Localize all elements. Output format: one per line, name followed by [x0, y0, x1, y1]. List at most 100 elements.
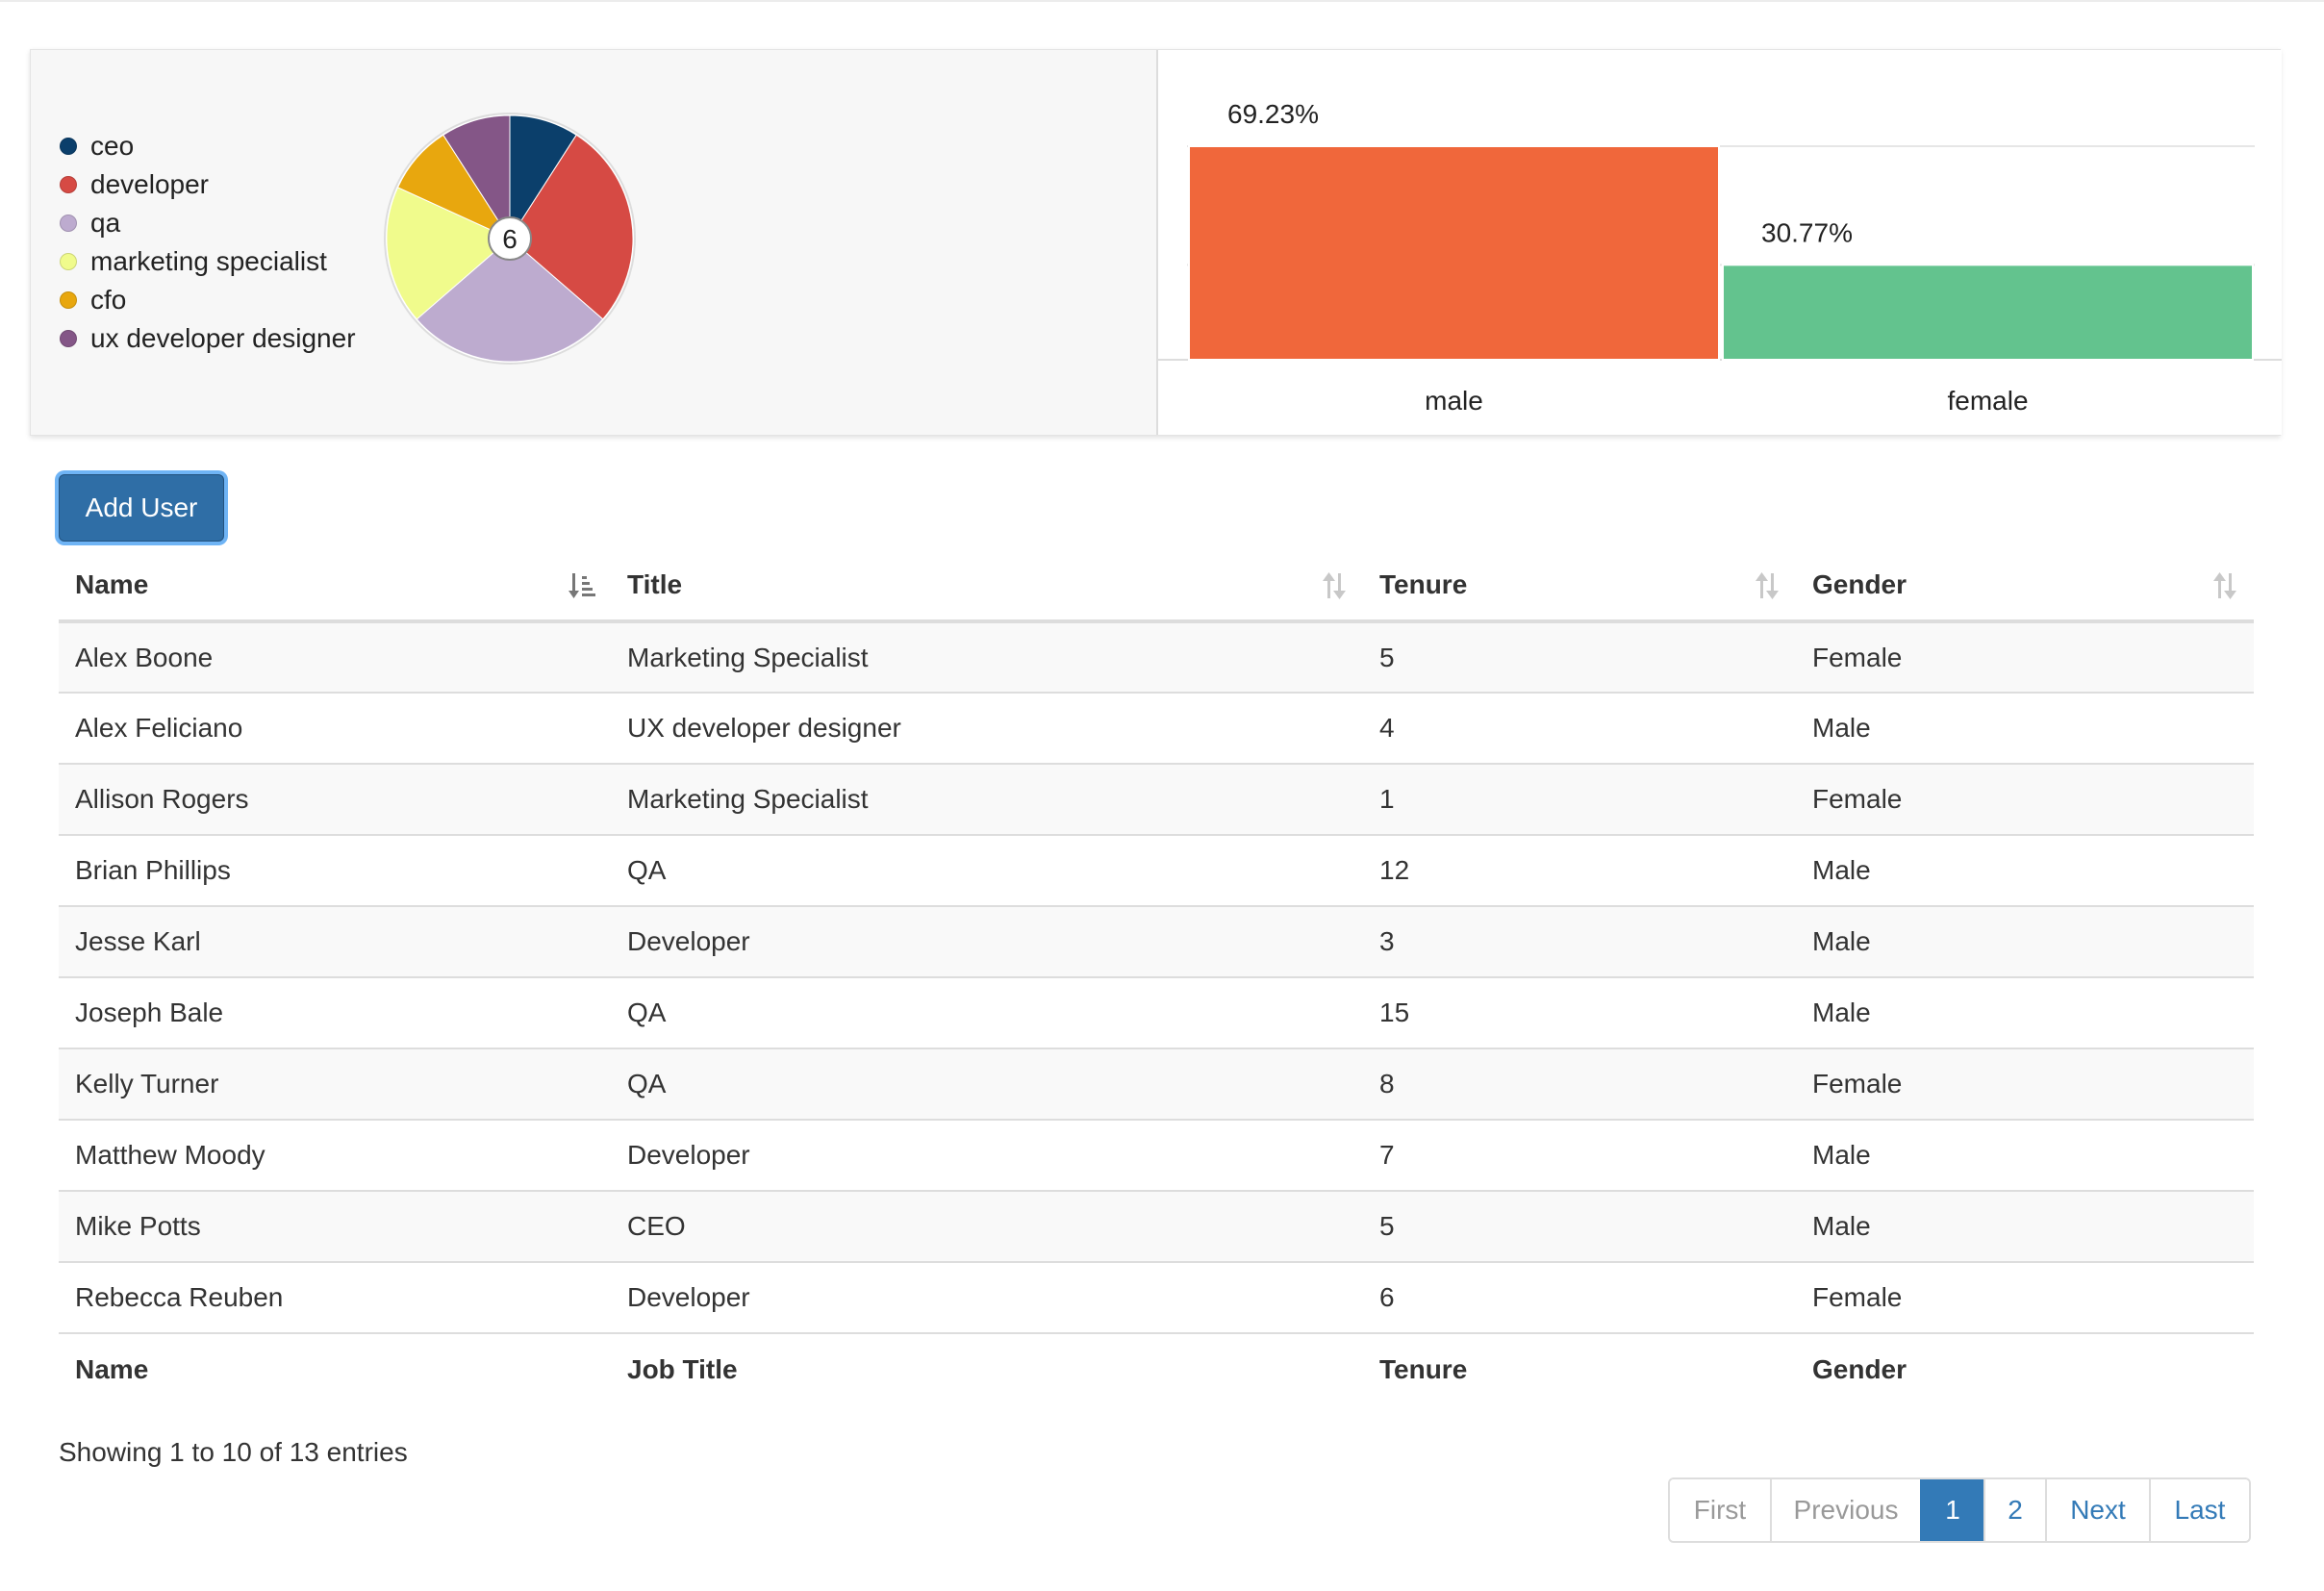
legend-item[interactable]: developer [60, 165, 356, 204]
legend-swatch [60, 138, 77, 155]
legend-item[interactable]: qa [60, 204, 356, 242]
pie-slice-ux-developer-designer[interactable] [442, 114, 511, 240]
column-header-label: Name [75, 569, 149, 599]
legend-label: marketing specialist [90, 246, 327, 276]
table-row[interactable]: Jesse Karl Developer 3 Male [59, 905, 2254, 977]
cell-title: Developer [611, 1119, 1363, 1191]
legend-swatch [60, 253, 77, 270]
column-footer-name: Name [59, 1332, 611, 1404]
column-header-label: Title [627, 569, 683, 599]
table-footer-row: Name Job Title Tenure Gender [59, 1332, 2254, 1404]
sort-both-icon[interactable] [1754, 571, 1781, 600]
cell-tenure: 8 [1363, 1048, 1796, 1120]
pagination-page-2[interactable]: 2 [1983, 1479, 2045, 1541]
legend-swatch [60, 330, 77, 347]
legend-swatch [60, 291, 77, 309]
pagination-last-button[interactable]: Last [2149, 1479, 2249, 1541]
pagination-page-1[interactable]: 1 [1920, 1479, 1983, 1541]
cell-gender: Male [1796, 834, 2254, 906]
add-user-button[interactable]: Add User [59, 474, 224, 542]
cell-gender: Male [1796, 692, 2254, 764]
cell-title: Developer [611, 1261, 1363, 1333]
cell-title: QA [611, 834, 1363, 906]
cell-tenure: 3 [1363, 905, 1796, 977]
pie-slice-marketing-specialist[interactable] [386, 187, 511, 320]
table-row[interactable]: Alex Feliciano UX developer designer 4 M… [59, 692, 2254, 764]
bar-female[interactable] [1722, 264, 2254, 361]
x-tick-label: female [1947, 386, 2028, 416]
top-divider [0, 0, 2324, 2]
x-tick-label: male [1425, 386, 1483, 416]
sort-both-icon[interactable] [2211, 571, 2238, 600]
cell-title: QA [611, 976, 1363, 1048]
cell-name: Alex Feliciano [59, 692, 611, 764]
title-pie-chart: 6 [384, 113, 636, 365]
pie-center-label: 6 [502, 224, 518, 254]
legend-label: qa [90, 208, 121, 238]
gender-bar-chart-panel: 69.23% male 30.77% female [1156, 50, 2282, 435]
pie-chart-panel: ceo developer qa marketing specialist cfo ux … [31, 50, 1156, 435]
table-row[interactable]: Brian Phillips QA 12 Male [59, 834, 2254, 906]
cell-title: Developer [611, 905, 1363, 977]
pagination-previous-button[interactable]: Previous [1770, 1479, 1920, 1541]
legend-label: cfo [90, 285, 127, 315]
cell-name: Kelly Turner [59, 1048, 611, 1120]
table-row[interactable]: Rebecca Reuben Developer 6 Female [59, 1261, 2254, 1333]
cell-name: Matthew Moody [59, 1119, 611, 1191]
legend-label: ux developer designer [90, 323, 356, 353]
table-row[interactable]: Matthew Moody Developer 7 Male [59, 1119, 2254, 1191]
sort-ascending-icon[interactable] [568, 571, 595, 600]
bar-value-label: 30.77% [1761, 217, 1853, 247]
table-row[interactable]: Alex Boone Marketing Specialist 5 Female [59, 620, 2254, 693]
cell-gender: Female [1796, 620, 2254, 693]
bar-value-label: 69.23% [1227, 99, 1319, 129]
legend-label: developer [90, 169, 209, 199]
cell-title: CEO [611, 1190, 1363, 1262]
cell-gender: Male [1796, 905, 2254, 977]
column-footer-job-title: Job Title [611, 1332, 1363, 1404]
users-table: Name Title [59, 550, 2254, 1404]
cell-gender: Female [1796, 763, 2254, 835]
pie-slice-qa[interactable] [416, 238, 604, 363]
cell-name: Rebecca Reuben [59, 1261, 611, 1333]
legend-swatch [60, 176, 77, 193]
cell-name: Jesse Karl [59, 905, 611, 977]
pie-center-badge [488, 216, 532, 261]
legend-item[interactable]: marketing specialist [60, 242, 356, 281]
cell-tenure: 12 [1363, 834, 1796, 906]
cell-tenure: 5 [1363, 620, 1796, 693]
cell-title: UX developer designer [611, 692, 1363, 764]
cell-title: Marketing Specialist [611, 620, 1363, 693]
pagination-next-button[interactable]: Next [2045, 1479, 2149, 1541]
table-row[interactable]: Joseph Bale QA 15 Male [59, 976, 2254, 1048]
cell-tenure: 6 [1363, 1261, 1796, 1333]
cell-name: Brian Phillips [59, 834, 611, 906]
column-header-label: Tenure [1379, 569, 1468, 599]
bar-male[interactable] [1188, 145, 1720, 361]
table-row[interactable]: Kelly Turner QA 8 Female [59, 1048, 2254, 1120]
pagination-first-button[interactable]: First [1670, 1479, 1770, 1541]
entries-info: Showing 1 to 10 of 13 entries [59, 1437, 408, 1467]
cell-tenure: 1 [1363, 763, 1796, 835]
sort-both-icon[interactable] [1321, 571, 1348, 600]
cell-gender: Female [1796, 1048, 2254, 1120]
cell-tenure: 4 [1363, 692, 1796, 764]
column-header-tenure[interactable]: Tenure [1363, 550, 1796, 623]
pie-legend: ceo developer qa marketing specialist cfo ux … [60, 127, 356, 358]
cell-title: Marketing Specialist [611, 763, 1363, 835]
table-row[interactable]: Allison Rogers Marketing Specialist 1 Fe… [59, 763, 2254, 835]
table-row[interactable]: Mike Potts CEO 5 Male [59, 1190, 2254, 1262]
legend-item[interactable]: cfo [60, 281, 356, 319]
legend-label: ceo [90, 131, 135, 161]
cell-title: QA [611, 1048, 1363, 1120]
column-header-title[interactable]: Title [611, 550, 1363, 623]
table-header-row: Name Title [59, 550, 2254, 623]
legend-item[interactable]: ux developer designer [60, 319, 356, 358]
column-header-gender[interactable]: Gender [1796, 550, 2254, 623]
column-header-name[interactable]: Name [59, 550, 611, 623]
legend-item[interactable]: ceo [60, 127, 356, 165]
cell-gender: Male [1796, 1190, 2254, 1262]
cell-gender: Male [1796, 976, 2254, 1048]
pie-slice-developer[interactable] [509, 134, 634, 320]
charts-panel: ceo developer qa marketing specialist cfo ux … [30, 49, 2282, 436]
